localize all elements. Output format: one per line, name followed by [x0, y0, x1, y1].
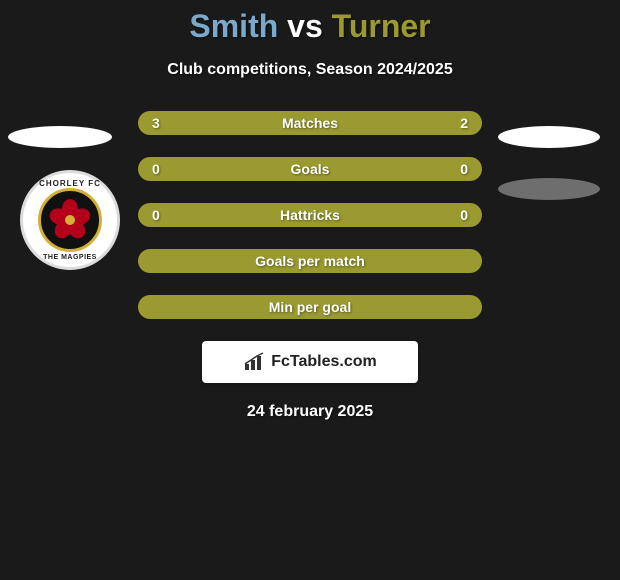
title-player2: Turner [332, 8, 431, 44]
stat-value-left: 0 [152, 161, 182, 177]
stat-row-goals: 0Goals0 [138, 157, 482, 181]
stat-label: Goals [182, 161, 438, 177]
club-badge-left: CHORLEY FC THE MAGPIES [20, 170, 120, 270]
stat-row-matches: 3Matches2 [138, 111, 482, 135]
bars-icon [243, 352, 267, 372]
stat-value-right: 0 [438, 207, 468, 223]
badge-top-text: CHORLEY FC [23, 179, 117, 188]
stat-row-hattricks: 0Hattricks0 [138, 203, 482, 227]
rose-icon [51, 201, 89, 239]
badge-inner [38, 188, 102, 252]
stat-label: Hattricks [182, 207, 438, 223]
stat-label: Goals per match [152, 253, 468, 269]
stat-row-goals-per-match: Goals per match [138, 249, 482, 273]
stat-row-min-per-goal: Min per goal [138, 295, 482, 319]
badge-ring: CHORLEY FC THE MAGPIES [20, 170, 120, 270]
badge-bottom-text: THE MAGPIES [23, 254, 117, 261]
title-separator: vs [287, 8, 323, 44]
subtitle: Club competitions, Season 2024/2025 [0, 61, 620, 79]
stat-label: Matches [182, 115, 438, 131]
stat-value-right: 2 [438, 115, 468, 131]
stat-value-left: 0 [152, 207, 182, 223]
stat-label: Min per goal [152, 299, 468, 315]
branding-box[interactable]: FcTables.com [202, 341, 418, 383]
stat-value-right: 0 [438, 161, 468, 177]
branding-text: FcTables.com [271, 353, 377, 371]
title-player1: Smith [189, 8, 278, 44]
date-text: 24 february 2025 [0, 403, 620, 421]
stat-value-left: 3 [152, 115, 182, 131]
page-title: Smith vs Turner [0, 0, 620, 45]
